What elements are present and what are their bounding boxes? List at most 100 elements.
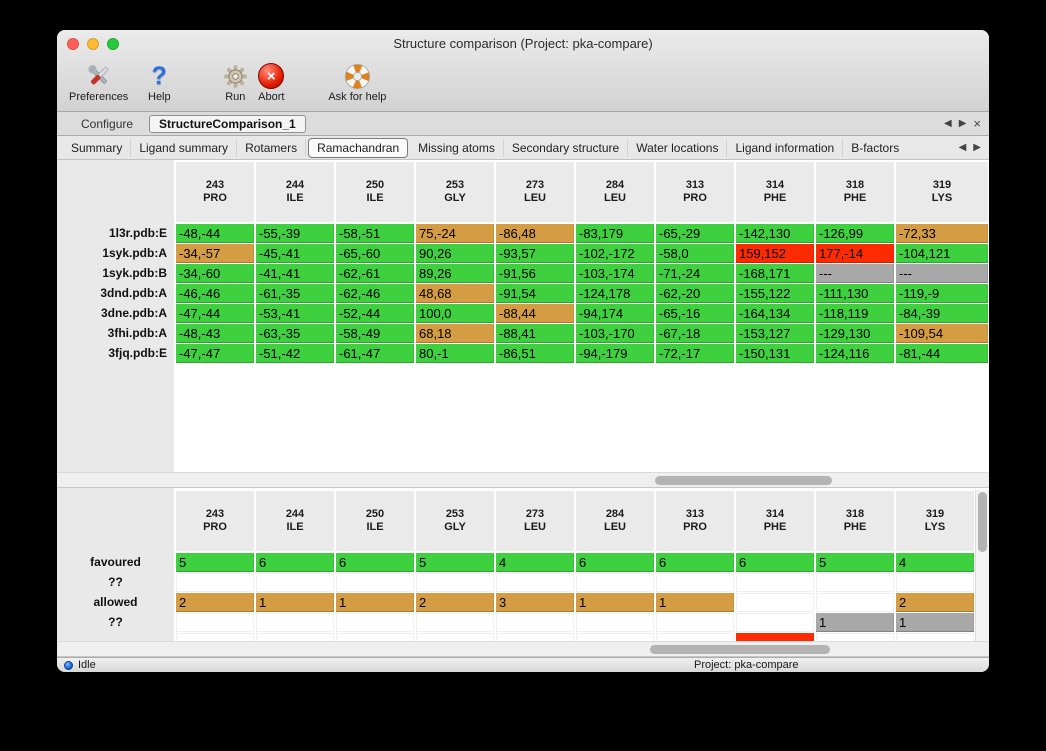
count-cell[interactable]: 4 [896,553,974,572]
phi-psi-cell[interactable]: -164,134 [736,304,814,323]
ask-for-help-button[interactable]: Ask for help [328,61,386,103]
subtab-ramachandran[interactable]: Ramachandran [308,137,409,158]
count-cell[interactable]: 6 [256,553,334,572]
row-label[interactable]: 3fhi.pdb:A [57,324,174,343]
phi-psi-cell[interactable]: -63,-35 [256,324,334,343]
scrollbar-thumb[interactable] [650,645,830,654]
phi-psi-cell[interactable]: -88,44 [496,304,574,323]
row-label[interactable]: 1syk.pdb:B [57,264,174,283]
count-cell[interactable] [896,573,974,592]
row-label[interactable]: ?? [57,613,174,632]
phi-psi-cell[interactable]: -61,-35 [256,284,334,303]
count-cell[interactable] [336,573,414,592]
subtab-summary[interactable]: Summary [63,138,132,157]
count-cell[interactable] [656,573,734,592]
phi-psi-cell[interactable]: -34,-60 [176,264,254,283]
zoom-window-button[interactable] [107,38,119,50]
phi-psi-cell[interactable]: -58,-51 [336,224,414,243]
row-label[interactable]: 1l3r.pdb:E [57,224,174,243]
phi-psi-cell[interactable]: -94,-179 [576,344,654,363]
abort-button[interactable]: × Abort [256,61,286,103]
subtab-b-factors[interactable]: B-factors [851,140,900,155]
subtab-ligand-summary[interactable]: Ligand summary [131,138,238,157]
count-cell[interactable]: 5 [176,553,254,572]
row-label[interactable]: 3fjq.pdb:E [57,344,174,363]
row-label[interactable]: allowed [57,593,174,612]
phi-psi-cell[interactable]: 75,-24 [416,224,494,243]
count-cell[interactable] [416,573,494,592]
phi-psi-cell[interactable]: 68,18 [416,324,494,343]
column-header[interactable]: 319 LYS [896,162,988,222]
phi-psi-cell[interactable]: 89,26 [416,264,494,283]
column-header[interactable]: 273 LEU [496,491,574,551]
phi-psi-cell[interactable]: -109,54 [896,324,988,343]
help-button[interactable]: ? Help [144,61,174,103]
subtab-ligand-information[interactable]: Ligand information [727,138,844,157]
subtab-secondary-structure[interactable]: Secondary structure [504,138,629,157]
horizontal-scrollbar-top[interactable] [57,472,989,488]
count-cell[interactable]: 5 [816,553,894,572]
count-cell[interactable] [416,613,494,632]
phi-psi-cell[interactable]: -119,-9 [896,284,988,303]
column-header[interactable]: 318 PHE [816,162,894,222]
count-cell[interactable]: 6 [656,553,734,572]
phi-psi-cell[interactable]: -34,-57 [176,244,254,263]
count-cell[interactable]: 1 [656,593,734,612]
count-cell[interactable]: 1 [896,613,974,632]
column-header[interactable]: 244 ILE [256,491,334,551]
row-label[interactable]: favoured [57,553,174,572]
count-cell[interactable] [176,613,254,632]
subtab-scroll-left-button[interactable]: ◀ [958,142,967,153]
subtab-scroll-right-button[interactable]: ▶ [973,142,981,153]
column-header[interactable]: 314 PHE [736,491,814,551]
phi-psi-cell[interactable]: -84,-39 [896,304,988,323]
count-cell[interactable]: 4 [496,553,574,572]
phi-psi-cell[interactable]: --- [816,264,894,283]
count-cell[interactable] [576,573,654,592]
horizontal-scrollbar-bottom[interactable] [57,641,989,657]
count-cell[interactable] [736,633,814,641]
row-label[interactable]: 3dnd.pdb:A [57,284,174,303]
phi-psi-cell[interactable]: -150,131 [736,344,814,363]
column-header[interactable]: 284 LEU [576,491,654,551]
count-cell[interactable] [656,613,734,632]
phi-psi-cell[interactable]: -83,179 [576,224,654,243]
tab-scroll-right-button[interactable]: ▶ [958,118,967,129]
phi-psi-cell[interactable]: -58,-49 [336,324,414,343]
tab-scroll-left-button[interactable]: ◀ [944,118,952,129]
count-cell[interactable]: 2 [416,593,494,612]
count-cell[interactable] [736,593,814,612]
subtab-water-locations[interactable]: Water locations [628,138,728,157]
count-cell[interactable] [576,633,654,641]
phi-psi-cell[interactable]: -155,122 [736,284,814,303]
phi-psi-cell[interactable]: -67,-18 [656,324,734,343]
phi-psi-cell[interactable]: -168,171 [736,264,814,283]
phi-psi-cell[interactable]: -102,-172 [576,244,654,263]
row-label[interactable]: 1syk.pdb:A [57,244,174,263]
phi-psi-cell[interactable]: -111,130 [816,284,894,303]
phi-psi-cell[interactable]: -47,-44 [176,304,254,323]
count-cell[interactable]: 2 [176,593,254,612]
phi-psi-cell[interactable]: -72,-17 [656,344,734,363]
count-cell[interactable] [656,633,734,641]
phi-psi-cell[interactable]: -48,-44 [176,224,254,243]
column-header[interactable]: 273 LEU [496,162,574,222]
count-cell[interactable] [496,633,574,641]
column-header[interactable]: 313 PRO [656,162,734,222]
phi-psi-cell[interactable]: 48,68 [416,284,494,303]
phi-psi-cell[interactable]: -53,-41 [256,304,334,323]
count-cell[interactable] [816,633,894,641]
scrollbar-thumb[interactable] [655,476,832,485]
count-cell[interactable]: 1 [816,613,894,632]
column-header[interactable]: 250 ILE [336,491,414,551]
count-cell[interactable] [496,613,574,632]
count-cell[interactable]: 1 [336,593,414,612]
count-cell[interactable]: 2 [896,593,974,612]
count-cell[interactable] [736,613,814,632]
column-header[interactable]: 313 PRO [656,491,734,551]
count-cell[interactable]: 6 [736,553,814,572]
count-cell[interactable] [816,573,894,592]
row-label[interactable] [57,633,174,641]
phi-psi-cell[interactable]: -153,127 [736,324,814,343]
phi-psi-cell[interactable]: --- [896,264,988,283]
